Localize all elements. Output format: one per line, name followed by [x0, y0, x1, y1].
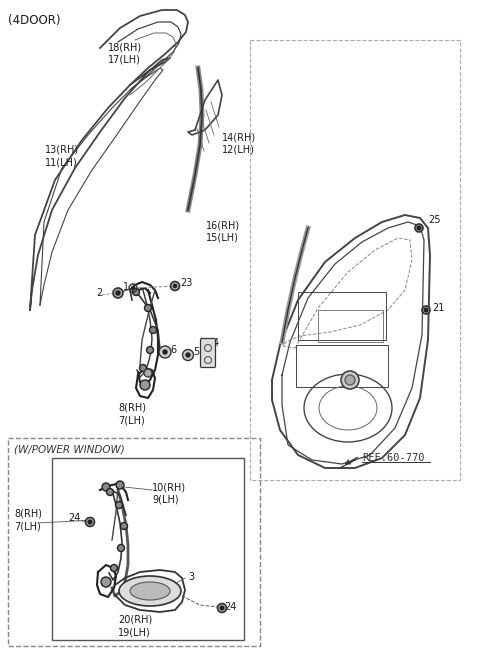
Text: REF.60-770: REF.60-770 [362, 453, 424, 463]
Text: 5: 5 [193, 347, 199, 357]
Text: 21: 21 [432, 303, 444, 313]
Circle shape [118, 544, 124, 552]
Bar [296, 345, 388, 387]
Circle shape [220, 606, 224, 610]
Circle shape [146, 346, 154, 354]
Text: 24: 24 [224, 602, 236, 612]
Circle shape [116, 291, 120, 295]
Bar [250, 40, 460, 480]
Circle shape [120, 522, 128, 529]
Text: 1: 1 [123, 282, 129, 292]
Text: (4DOOR): (4DOOR) [8, 14, 60, 27]
Circle shape [102, 483, 110, 491]
Circle shape [345, 375, 355, 385]
Circle shape [217, 604, 227, 613]
Text: (W/POWER WINDOW): (W/POWER WINDOW) [14, 444, 125, 454]
FancyBboxPatch shape [201, 338, 216, 367]
Circle shape [88, 520, 92, 523]
Text: 18(RH)
17(LH): 18(RH) 17(LH) [108, 42, 142, 64]
Circle shape [85, 518, 95, 527]
Circle shape [113, 288, 123, 298]
Circle shape [132, 287, 134, 289]
Circle shape [182, 350, 193, 361]
Text: 13(RH)
11(LH): 13(RH) 11(LH) [45, 145, 79, 167]
Circle shape [116, 501, 122, 508]
Circle shape [341, 371, 359, 389]
Bar [298, 292, 386, 340]
Text: 14(RH)
12(LH): 14(RH) 12(LH) [222, 132, 256, 154]
Bar [52, 458, 244, 640]
Circle shape [116, 481, 124, 489]
Text: 4: 4 [213, 338, 219, 348]
Text: 23: 23 [180, 278, 192, 288]
Bar [318, 310, 383, 342]
Circle shape [424, 308, 428, 312]
Circle shape [101, 577, 111, 587]
Circle shape [144, 369, 152, 377]
Text: 20(RH)
19(LH): 20(RH) 19(LH) [118, 615, 152, 638]
Text: 8(RH)
7(LH): 8(RH) 7(LH) [118, 403, 146, 425]
Circle shape [163, 350, 167, 354]
Text: 8(RH)
7(LH): 8(RH) 7(LH) [14, 509, 42, 531]
Circle shape [159, 346, 171, 358]
Circle shape [144, 304, 152, 312]
Bar [8, 438, 260, 646]
Circle shape [140, 380, 150, 390]
Text: 24: 24 [68, 513, 80, 523]
Ellipse shape [119, 576, 181, 606]
Circle shape [132, 289, 140, 295]
Circle shape [422, 306, 430, 314]
Circle shape [140, 365, 146, 371]
Text: 2: 2 [96, 288, 102, 298]
Circle shape [186, 353, 190, 357]
Text: 3: 3 [188, 572, 194, 582]
Circle shape [170, 281, 180, 291]
Circle shape [110, 565, 118, 571]
Circle shape [415, 224, 423, 232]
Text: 10(RH)
9(LH): 10(RH) 9(LH) [152, 482, 186, 504]
Circle shape [417, 226, 421, 230]
Ellipse shape [130, 582, 170, 600]
Text: 6: 6 [170, 345, 176, 355]
Text: 25: 25 [428, 215, 441, 225]
Text: 16(RH)
15(LH): 16(RH) 15(LH) [206, 220, 240, 243]
Circle shape [173, 285, 177, 287]
Circle shape [149, 327, 156, 333]
Circle shape [107, 489, 113, 495]
